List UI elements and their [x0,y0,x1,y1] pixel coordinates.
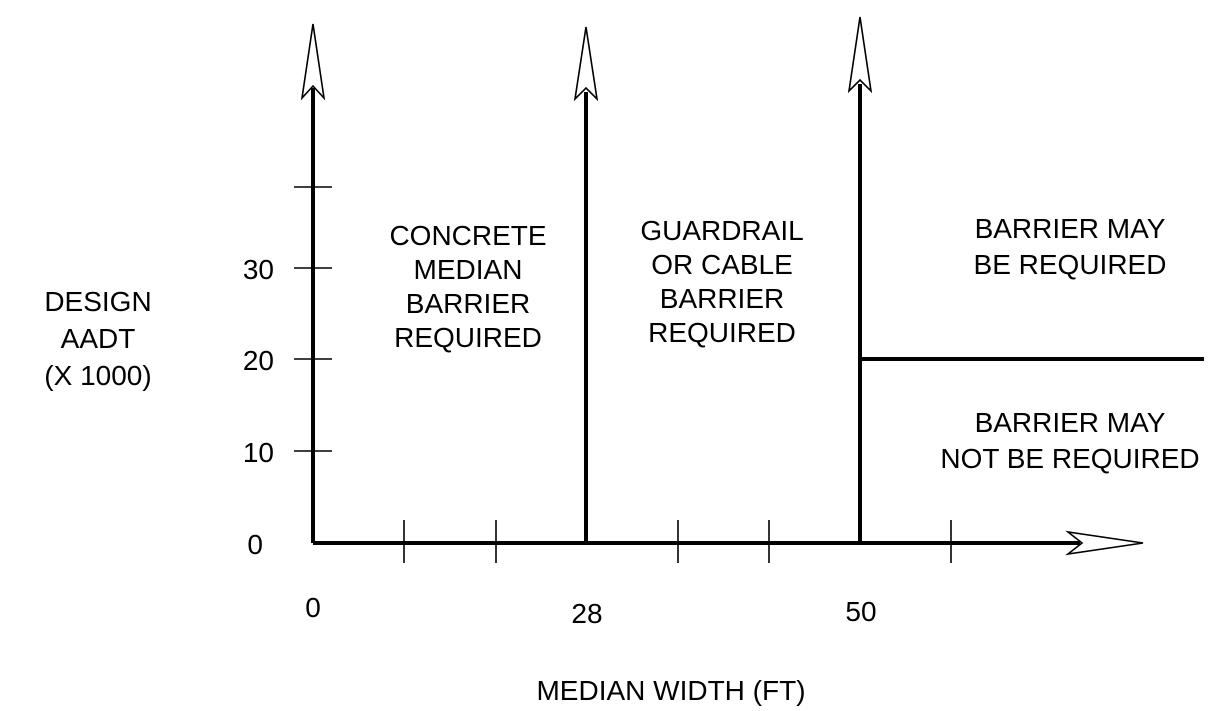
zone-guardrail-or-cable-barrier: GUARDRAIL OR CABLE BARRIER REQUIRED [640,215,803,348]
zone-label-line: OR CABLE [651,249,793,280]
zone-label-line: GUARDRAIL [640,215,803,246]
x-axis-title: MEDIAN WIDTH (FT) [536,675,805,706]
y-axis-title-line: AADT [61,323,136,354]
zone-label-line: NOT BE REQUIRED [940,443,1199,474]
zone-label-line: BARRIER MAY [975,213,1166,244]
zone-label-line: REQUIRED [394,322,542,353]
x-tick-label: 0 [305,592,321,623]
boundary-arrowhead-28ft [573,26,599,102]
y-tick-labels: 0 10 20 30 [243,254,274,560]
zone-label-line: CONCRETE [389,220,546,251]
threshold-50ft [847,16,873,543]
zone-label-line: BARRIER [406,288,530,319]
x-axis-arrowhead [1065,530,1144,556]
zone-barrier-may-not-be-required: BARRIER MAY NOT BE REQUIRED [940,407,1199,474]
zone-barrier-may-be-required: BARRIER MAY BE REQUIRED [974,213,1167,280]
y-tick-label: 0 [247,529,263,560]
x-tick-labels: 0 28 50 [305,592,876,629]
y-axis-arrowhead [300,23,326,101]
zone-label-line: BARRIER MAY [975,407,1166,438]
x-tick-label: 28 [571,598,602,629]
x-tick-label: 50 [845,596,876,627]
y-tick-label: 10 [243,437,274,468]
zone-concrete-median-barrier: CONCRETE MEDIAN BARRIER REQUIRED [389,220,546,353]
y-axis [294,23,332,543]
zone-label-line: BE REQUIRED [974,249,1167,280]
y-axis-title-line: (X 1000) [44,360,151,391]
zone-label-line: REQUIRED [648,317,796,348]
y-axis-title: DESIGN AADT (X 1000) [44,286,151,391]
y-tick-label: 20 [243,345,274,376]
y-tick-label: 30 [243,254,274,285]
boundary-arrowhead-50ft [847,16,873,94]
zone-label-line: MEDIAN [414,254,523,285]
y-axis-title-line: DESIGN [44,286,151,317]
threshold-28ft [573,26,599,543]
x-axis [313,520,1144,563]
zone-label-line: BARRIER [660,283,784,314]
